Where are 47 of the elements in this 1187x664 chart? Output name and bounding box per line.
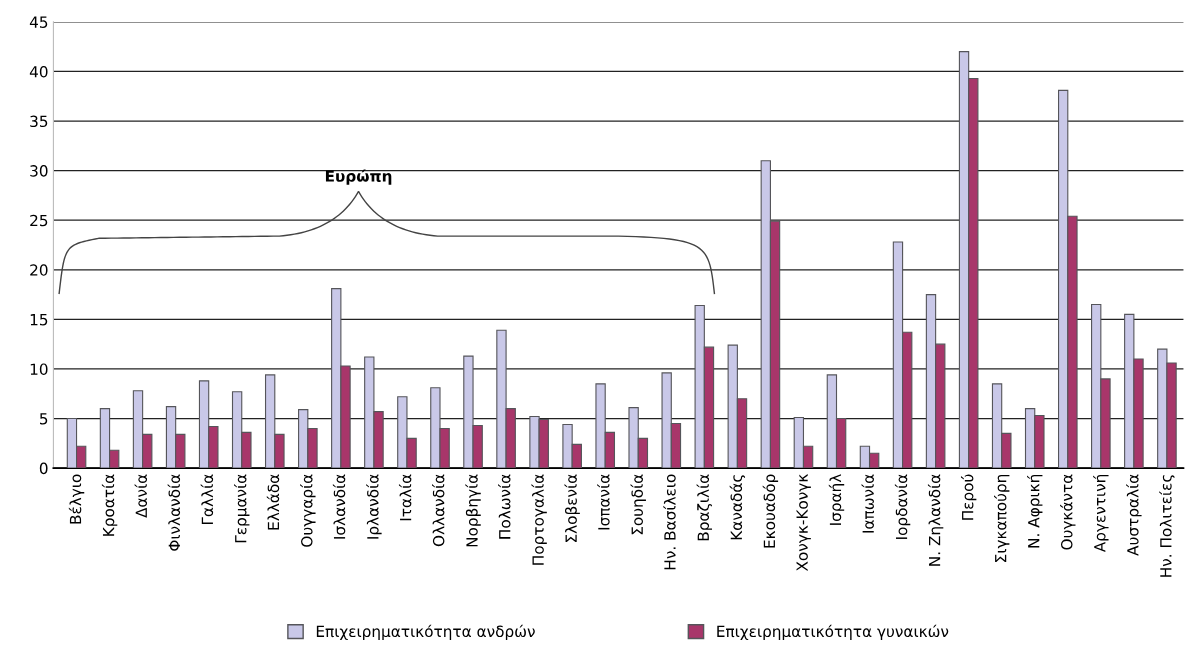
x-tick-label: Αυστραλία [1126, 474, 1142, 556]
y-tick-label: 35 [30, 115, 48, 128]
y-tick-label: 15 [30, 314, 48, 326]
x-tick-label: Ιταλία [398, 474, 412, 521]
x-tick-label: Πορτογαλία [531, 474, 547, 565]
x-tick-label: Ην. Βασίλειο [663, 474, 676, 570]
x-tick-label: Σιγκαπούρη [994, 474, 1010, 562]
x-tick-label: Ισραήλ [828, 474, 845, 525]
x-tick-label: Ιρλανδία [366, 474, 382, 539]
y-tick-label: 25 [30, 214, 48, 227]
x-tick-label: Ιαπωνία [861, 474, 875, 533]
x-tick-label: Ην. Πολιτείες [1159, 475, 1175, 577]
legend-label: Επιχειρηματικότητα γυναικών [717, 624, 949, 641]
x-tick-label: Βέλγιο [68, 474, 85, 524]
x-tick-label: Σλοβενία [564, 474, 580, 542]
x-tick-label: Δανία [134, 474, 148, 518]
x-tick-label: Αργεντινή [1093, 474, 1109, 553]
x-tick-label: Ουγγαρία [300, 474, 316, 547]
x-tick-label: Νορβηγία [465, 474, 481, 547]
y-tick-label: 30 [30, 165, 48, 177]
y-tick-label: 40 [29, 65, 48, 78]
y-tick-label: 45 [29, 16, 48, 28]
legend-label: Επιχειρηματικότητα ανδρών [316, 624, 535, 641]
x-tick-label: Φινλανδία [167, 474, 181, 551]
x-tick-label: Καναδάς [729, 475, 746, 540]
x-tick-label: Γαλλία [200, 474, 214, 525]
x-tick-label: Γερμανία [234, 474, 250, 543]
x-tick-label: Ν. Ζηλανδία [927, 474, 944, 566]
x-tick-label: Ιορδανία [894, 474, 911, 539]
x-tick-label: Βραζιλία [696, 474, 713, 541]
x-tick-label: Εκουαδόρ [762, 474, 779, 548]
y-tick-label: 20 [30, 264, 48, 276]
x-tick-label: Ν. Αφρική [1027, 474, 1043, 548]
x-tick-label: Ουγκάντα [1060, 474, 1076, 550]
x-tick-label: Κροατία [101, 474, 118, 536]
y-tick-label: 5 [40, 413, 48, 425]
x-tick-label: Περού [960, 474, 977, 520]
x-tick-label: Πολωνία [498, 474, 511, 539]
y-tick-label: 0 [39, 462, 48, 475]
x-tick-label: Ολλανδία [432, 474, 445, 547]
y-tick-label: 10 [30, 363, 48, 375]
x-tick-label: Ισλανδία [332, 474, 346, 539]
x-tick-label: Σουηδία [630, 474, 646, 535]
x-tick-label: Χονγκ-Κονγκ [796, 474, 811, 572]
annotation: Ευρώπη [325, 169, 392, 185]
x-tick-label: Ελλάδα [266, 474, 280, 530]
x-tick-label: Ισπανία [597, 474, 610, 530]
